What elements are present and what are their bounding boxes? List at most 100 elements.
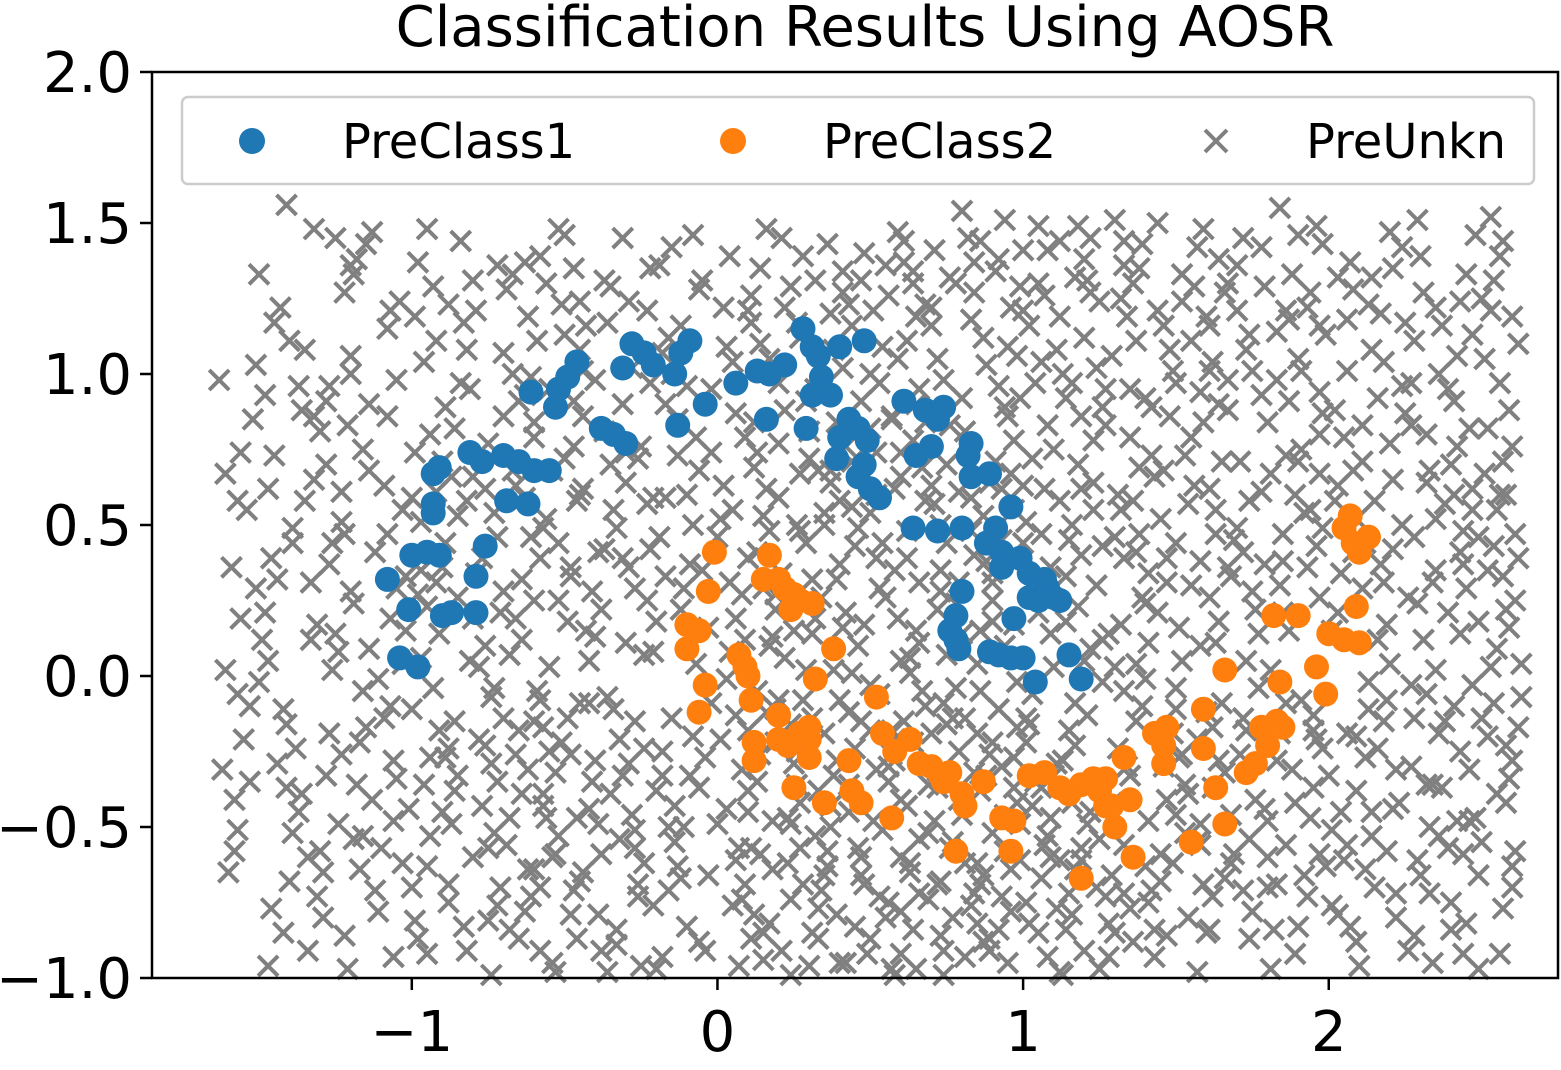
preunkn-point xyxy=(1424,658,1448,682)
preclass1-point xyxy=(793,415,819,441)
preunkn-point xyxy=(1476,558,1500,582)
preunkn-point xyxy=(287,374,311,398)
preunkn-point xyxy=(767,432,791,455)
preunkn-point xyxy=(1250,480,1273,504)
preunkn-point xyxy=(1057,718,1081,742)
preunkn-point xyxy=(1372,709,1396,733)
preunkn-point xyxy=(779,812,803,836)
preunkn-point xyxy=(226,818,250,842)
preclass1-point xyxy=(900,515,926,541)
preunkn-point xyxy=(852,241,876,265)
preunkn-point xyxy=(1045,338,1069,362)
preunkn-point xyxy=(1500,749,1524,773)
preunkn-point xyxy=(1457,809,1481,833)
preunkn-point xyxy=(1412,628,1435,652)
preunkn-point xyxy=(776,851,800,875)
preunkn-point xyxy=(1298,498,1322,522)
preunkn-point xyxy=(1308,380,1332,404)
preunkn-point xyxy=(1152,314,1176,338)
preunkn-point xyxy=(363,540,387,564)
preunkn-point xyxy=(1072,247,1096,271)
preunkn-point xyxy=(1500,875,1524,899)
preunkn-point xyxy=(923,238,946,262)
preunkn-point xyxy=(1121,489,1145,513)
preunkn-point xyxy=(849,863,873,887)
preunkn-point xyxy=(357,392,381,416)
preclass1-point xyxy=(536,458,562,484)
preunkn-point xyxy=(333,924,357,948)
preclass1-point xyxy=(818,382,843,408)
preunkn-point xyxy=(871,531,894,555)
preunkn-point xyxy=(681,223,705,247)
preunkn-point xyxy=(1259,462,1283,486)
preunkn-point xyxy=(602,498,625,522)
preunkn-point xyxy=(1085,356,1108,380)
preunkn-point xyxy=(207,368,231,392)
preunkn-point xyxy=(644,779,668,803)
preunkn-point xyxy=(516,305,540,329)
preunkn-point xyxy=(751,504,775,528)
preunkn-point xyxy=(996,951,1020,975)
preunkn-point xyxy=(333,522,357,546)
preunkn-point xyxy=(1503,522,1527,546)
preunkn-point xyxy=(1121,271,1145,295)
preclass2-point xyxy=(701,539,727,565)
preunkn-point xyxy=(971,863,995,887)
preclass1-point xyxy=(405,654,431,680)
preunkn-point xyxy=(1479,299,1503,323)
preunkn-point xyxy=(1176,492,1200,516)
preclass1-point xyxy=(610,355,636,381)
preclass2-point xyxy=(821,636,847,662)
preunkn-point xyxy=(479,752,503,776)
preunkn-point xyxy=(437,293,460,316)
preunkn-point xyxy=(1085,573,1108,597)
preunkn-point xyxy=(586,540,610,564)
preunkn-point xyxy=(650,764,674,788)
preunkn-point xyxy=(919,474,943,498)
preunkn-point xyxy=(1188,634,1212,658)
preunkn-point xyxy=(1317,764,1341,788)
preunkn-point xyxy=(1350,413,1374,437)
preunkn-point xyxy=(718,244,742,268)
preunkn-point xyxy=(1439,918,1463,942)
preunkn-point xyxy=(919,721,943,745)
preunkn-point xyxy=(932,691,956,715)
preunkn-point xyxy=(262,311,286,335)
preunkn-point xyxy=(1451,519,1475,543)
preunkn-point xyxy=(1191,872,1215,896)
preunkn-point xyxy=(1286,223,1310,247)
preunkn-point xyxy=(984,259,1008,283)
preunkn-point xyxy=(1381,537,1405,561)
preclass1-point xyxy=(439,600,464,626)
preunkn-point xyxy=(1464,223,1487,247)
preunkn-point xyxy=(599,453,622,477)
preunkn-point xyxy=(1103,655,1127,679)
plot-marks xyxy=(207,193,1533,987)
preunkn-point xyxy=(302,468,326,492)
preunkn-point xyxy=(1237,489,1261,513)
preunkn-point xyxy=(706,812,729,836)
preclass2-point xyxy=(756,542,782,568)
preunkn-point xyxy=(275,776,298,800)
preunkn-point xyxy=(1191,410,1215,434)
preunkn-point xyxy=(1488,483,1512,507)
preunkn-point xyxy=(1485,637,1509,661)
preunkn-point xyxy=(929,558,953,582)
preunkn-point xyxy=(305,885,329,908)
preunkn-point xyxy=(1216,368,1240,392)
preunkn-point xyxy=(369,836,393,860)
preunkn-point xyxy=(241,407,265,431)
preunkn-point xyxy=(1237,827,1261,851)
preunkn-point xyxy=(382,945,405,969)
preunkn-point xyxy=(785,513,809,537)
x-tick-label: 0 xyxy=(700,1000,736,1065)
preunkn-point xyxy=(1115,305,1139,329)
preclass1-point xyxy=(1068,666,1094,692)
preunkn-point xyxy=(293,338,317,362)
preunkn-point xyxy=(271,921,295,945)
preunkn-point xyxy=(611,392,635,416)
preunkn-point xyxy=(1118,425,1142,449)
preunkn-point xyxy=(981,730,1004,754)
y-tick-label: 1.5 xyxy=(43,192,132,257)
preunkn-point xyxy=(855,942,879,966)
